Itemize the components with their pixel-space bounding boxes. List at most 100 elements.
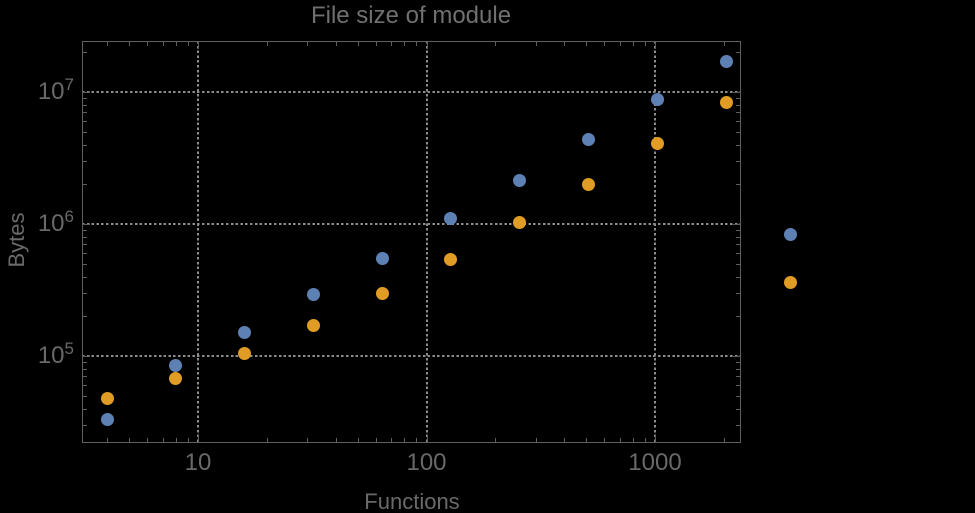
x-minor-tick (358, 438, 359, 442)
x-minor-tick (267, 42, 268, 46)
x-gridline (197, 41, 199, 443)
x-minor-tick (163, 438, 164, 442)
y-minor-tick (736, 52, 740, 53)
x-minor-tick (163, 42, 164, 46)
y-minor-tick (736, 132, 740, 133)
y-minor-tick (83, 293, 87, 294)
x-minor-tick (129, 438, 130, 442)
y-minor-tick (736, 145, 740, 146)
y-minor-tick (83, 277, 87, 278)
y-minor-tick (736, 277, 740, 278)
y-minor-tick (736, 184, 740, 185)
data-point-blue (306, 288, 320, 302)
y-minor-tick (83, 230, 87, 231)
x-major-tick (655, 435, 656, 442)
data-point-blue (444, 212, 458, 226)
y-minor-tick (83, 409, 87, 410)
x-minor-tick (645, 42, 646, 46)
chart-title: File size of module (310, 2, 512, 29)
y-minor-tick (736, 385, 740, 386)
x-axis-label: Functions (364, 489, 460, 513)
y-gridline (82, 223, 741, 225)
y-minor-tick (83, 52, 87, 53)
data-point-orange (650, 136, 664, 150)
y-major-tick (83, 224, 90, 225)
x-minor-tick (724, 42, 725, 46)
data-point-orange (238, 346, 252, 360)
x-minor-tick (604, 42, 605, 46)
y-minor-tick (83, 105, 87, 106)
y-gridline (82, 355, 741, 357)
data-point-blue (375, 251, 389, 265)
y-minor-tick (736, 244, 740, 245)
data-point-blue (100, 413, 114, 427)
y-minor-tick (736, 425, 740, 426)
y-minor-tick (736, 98, 740, 99)
x-minor-tick (391, 42, 392, 46)
x-tick-label: 10 (184, 449, 212, 476)
x-minor-tick (536, 42, 537, 46)
x-minor-tick (724, 438, 725, 442)
x-minor-tick (404, 42, 405, 46)
x-tick-label: 100 (406, 449, 447, 476)
y-minor-tick (83, 396, 87, 397)
x-minor-tick (188, 42, 189, 46)
y-minor-tick (83, 425, 87, 426)
x-minor-tick (495, 42, 496, 46)
y-minor-tick (83, 376, 87, 377)
x-minor-tick (129, 42, 130, 46)
y-minor-tick (736, 409, 740, 410)
y-minor-tick (736, 396, 740, 397)
x-minor-tick (336, 438, 337, 442)
x-minor-tick (107, 42, 108, 46)
x-minor-tick (188, 438, 189, 442)
x-minor-tick (336, 42, 337, 46)
x-minor-tick (536, 438, 537, 442)
x-minor-tick (620, 42, 621, 46)
data-point-blue (783, 228, 797, 242)
x-minor-tick (495, 438, 496, 442)
x-minor-tick (564, 42, 565, 46)
data-point-orange (444, 252, 458, 266)
data-point-blue (650, 93, 664, 107)
data-point-orange (719, 96, 733, 110)
x-minor-tick (645, 438, 646, 442)
y-tick-label: 106 (37, 207, 74, 237)
y-minor-tick (83, 184, 87, 185)
x-minor-tick (404, 438, 405, 442)
x-minor-tick (633, 438, 634, 442)
x-minor-tick (604, 438, 605, 442)
data-point-orange (513, 216, 527, 230)
x-minor-tick (416, 438, 417, 442)
x-major-tick (198, 42, 199, 49)
y-minor-tick (83, 244, 87, 245)
y-major-tick (733, 224, 740, 225)
y-tick-label: 105 (37, 339, 74, 369)
x-minor-tick (376, 42, 377, 46)
y-minor-tick (736, 237, 740, 238)
x-minor-tick (147, 42, 148, 46)
data-point-orange (783, 276, 797, 290)
y-minor-tick (736, 161, 740, 162)
y-minor-tick (83, 145, 87, 146)
x-gridline (654, 41, 656, 443)
plot-frame (82, 41, 741, 443)
y-minor-tick (736, 362, 740, 363)
y-minor-tick (736, 112, 740, 113)
y-minor-tick (736, 369, 740, 370)
y-minor-tick (83, 237, 87, 238)
y-major-tick (83, 92, 90, 93)
y-major-tick (733, 356, 740, 357)
y-tick-label: 107 (37, 75, 74, 105)
y-minor-tick (736, 376, 740, 377)
y-minor-tick (736, 316, 740, 317)
y-minor-tick (83, 369, 87, 370)
y-minor-tick (83, 264, 87, 265)
x-minor-tick (586, 42, 587, 46)
x-major-tick (427, 42, 428, 49)
data-point-orange (375, 286, 389, 300)
y-minor-tick (83, 112, 87, 113)
x-major-tick (427, 435, 428, 442)
data-point-blue (582, 132, 596, 146)
data-point-orange (306, 319, 320, 333)
